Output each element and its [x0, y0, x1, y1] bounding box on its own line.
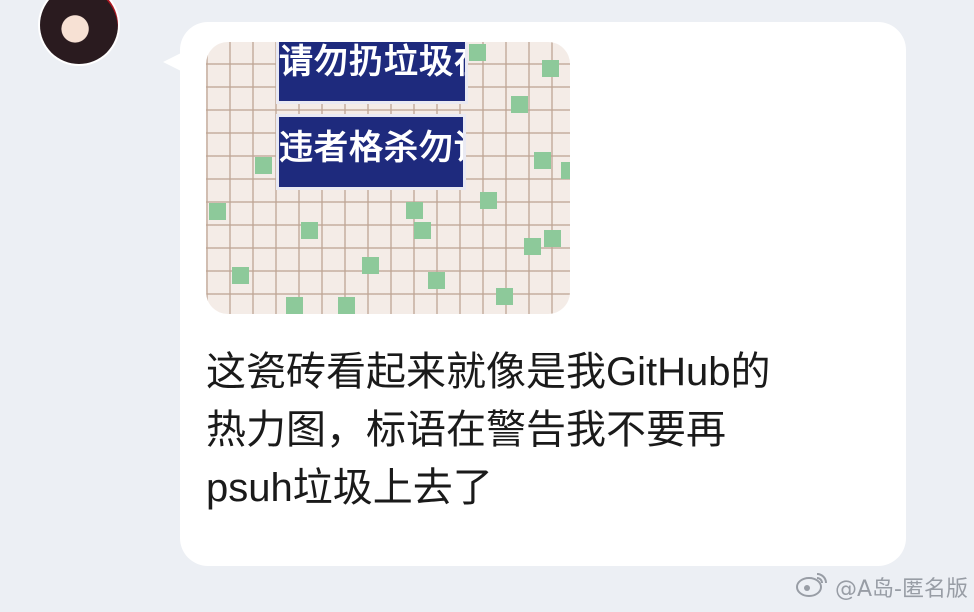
- sign-top: 请勿扔垃圾在此: [276, 42, 468, 104]
- green-tile: [255, 157, 272, 174]
- green-tile: [209, 203, 226, 220]
- watermark-text: @A岛-匿名版: [835, 577, 968, 602]
- green-tile: [542, 60, 559, 77]
- message-line: 热力图，标语在警告我不要再: [206, 408, 726, 452]
- green-tile: [511, 96, 528, 113]
- green-tile: [301, 222, 318, 239]
- green-tile: [232, 267, 249, 284]
- green-tile: [406, 202, 423, 219]
- message-line: 这瓷砖看起来就像是我GitHub的: [206, 350, 771, 394]
- green-tile: [524, 238, 541, 255]
- message-line: psuh垃圾上去了: [206, 466, 493, 510]
- watermark: @A岛-匿名版: [795, 570, 968, 604]
- sign-bottom: 违者格杀勿论: [276, 114, 466, 190]
- green-tile: [428, 272, 445, 289]
- green-tile: [414, 222, 431, 239]
- message-text: 这瓷砖看起来就像是我GitHub的 热力图，标语在警告我不要再 psuh垃圾上去…: [206, 343, 896, 517]
- green-tile: [286, 297, 303, 314]
- green-tile: [338, 297, 355, 314]
- green-tile: [480, 192, 497, 209]
- green-tile: [561, 162, 570, 179]
- green-tile: [544, 230, 561, 247]
- green-tile: [534, 152, 551, 169]
- green-tile: [469, 44, 486, 61]
- message-image[interactable]: 请勿扔垃圾在此 违者格杀勿论: [206, 42, 570, 314]
- green-tile: [362, 257, 379, 274]
- weibo-icon: [795, 570, 829, 604]
- user-avatar[interactable]: [40, 0, 118, 64]
- bubble-tail: [163, 52, 183, 72]
- green-tile: [496, 288, 513, 305]
